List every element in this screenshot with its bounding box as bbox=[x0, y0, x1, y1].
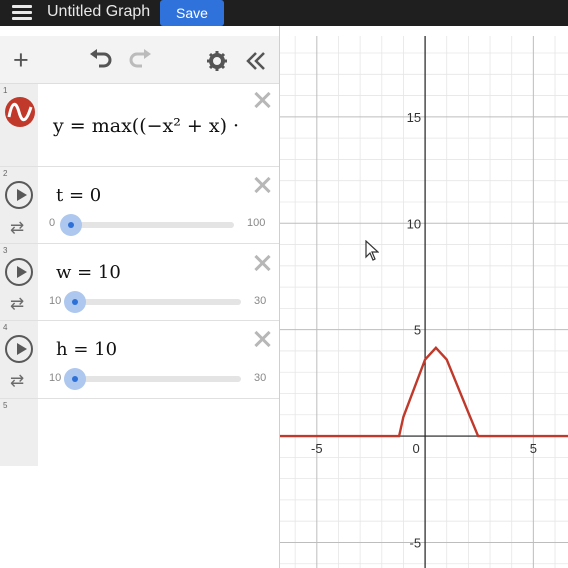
loop-icon[interactable]: ⇄ bbox=[10, 218, 25, 237]
expression-row-5[interactable]: 5 bbox=[0, 399, 279, 466]
loop-icon[interactable]: ⇄ bbox=[10, 294, 25, 313]
function-curve[interactable] bbox=[280, 346, 568, 438]
close-icon[interactable] bbox=[254, 331, 270, 347]
collapse-chevrons-icon[interactable] bbox=[246, 51, 266, 71]
slider-max: 30 bbox=[254, 372, 267, 384]
major-grid bbox=[280, 36, 568, 568]
slider-thumb[interactable] bbox=[60, 214, 82, 236]
expression-index: 2 bbox=[3, 169, 8, 178]
expression-index: 4 bbox=[3, 323, 8, 332]
slider-formula[interactable]: h = 10 bbox=[56, 339, 118, 360]
close-icon[interactable] bbox=[254, 92, 270, 108]
slider-thumb[interactable] bbox=[64, 368, 86, 390]
expression-index: 1 bbox=[3, 86, 8, 95]
tick-label: 10 bbox=[407, 216, 421, 231]
tick-label: 15 bbox=[407, 110, 421, 125]
tick-label: 0 bbox=[412, 441, 419, 456]
tick-labels: -5 0 5 15 10 5 -5 bbox=[311, 110, 537, 551]
slider-track[interactable] bbox=[67, 376, 241, 382]
minor-grid bbox=[280, 36, 568, 568]
loop-icon[interactable]: ⇄ bbox=[10, 371, 25, 390]
tick-label: -5 bbox=[410, 535, 422, 550]
desmos-graph-icon[interactable] bbox=[5, 97, 35, 127]
tick-label: 5 bbox=[530, 441, 537, 456]
expression-index: 3 bbox=[3, 246, 8, 255]
undo-icon[interactable] bbox=[89, 48, 113, 68]
expression-formula[interactable]: y = max((−x² + x) · bbox=[53, 115, 240, 137]
expression-row-4[interactable]: 4 ⇄ h = 10 10 30 bbox=[0, 321, 279, 399]
top-bar: Untitled Graph Save bbox=[0, 0, 568, 26]
slider-min: 10 bbox=[49, 372, 62, 384]
slider-min: 0 bbox=[49, 217, 56, 229]
tick-label: 5 bbox=[414, 323, 421, 338]
mouse-cursor-icon bbox=[365, 240, 379, 261]
slider-formula[interactable]: w = 10 bbox=[56, 262, 121, 283]
close-icon[interactable] bbox=[254, 177, 270, 193]
slider-thumb[interactable] bbox=[64, 291, 86, 313]
plus-icon[interactable]: + bbox=[13, 45, 29, 75]
expression-row-2[interactable]: 2 ⇄ t = 0 0 100 bbox=[0, 167, 279, 244]
slider-formula[interactable]: t = 0 bbox=[56, 185, 102, 206]
slider-max: 100 bbox=[247, 217, 266, 229]
graph-title[interactable]: Untitled Graph bbox=[47, 3, 151, 20]
menu-icon[interactable] bbox=[12, 4, 32, 22]
close-icon[interactable] bbox=[254, 255, 270, 271]
slider-min: 10 bbox=[49, 295, 62, 307]
save-button[interactable]: Save bbox=[160, 0, 224, 26]
expression-index: 5 bbox=[3, 401, 8, 410]
slider-track[interactable] bbox=[63, 222, 234, 228]
expression-panel: + 1 y = max((−x² + x) · 2 ⇄ t = 0 0 100 … bbox=[0, 26, 280, 568]
tick-label: -5 bbox=[311, 441, 323, 456]
play-icon[interactable] bbox=[5, 335, 33, 363]
redo-icon[interactable] bbox=[128, 48, 152, 68]
play-icon[interactable] bbox=[5, 258, 33, 286]
expression-row-1[interactable]: 1 y = max((−x² + x) · bbox=[0, 84, 279, 167]
graph-canvas[interactable]: -5 0 5 15 10 5 -5 bbox=[280, 36, 568, 568]
expression-row-3[interactable]: 3 ⇄ w = 10 10 30 bbox=[0, 244, 279, 321]
slider-max: 30 bbox=[254, 295, 267, 307]
expression-toolbar: + bbox=[0, 36, 279, 84]
slider-track[interactable] bbox=[67, 299, 241, 305]
play-icon[interactable] bbox=[5, 181, 33, 209]
gear-icon[interactable] bbox=[207, 51, 227, 71]
